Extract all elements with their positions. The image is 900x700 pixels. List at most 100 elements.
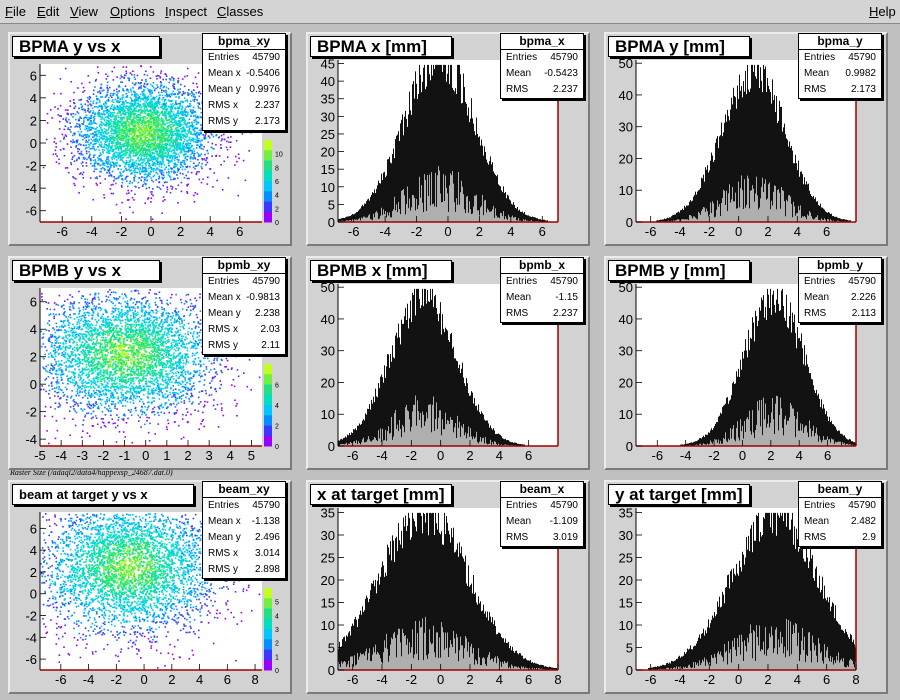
menu-edit[interactable]: Edit xyxy=(37,4,60,19)
menu-view[interactable]: View xyxy=(70,4,98,19)
heatmap-cell xyxy=(160,149,162,152)
heatmap-cell xyxy=(182,137,185,139)
heatmap-cell xyxy=(181,100,183,103)
heatmap-cell xyxy=(108,150,111,152)
heatmap-cell xyxy=(181,108,183,111)
heatmap-cell xyxy=(156,104,158,107)
histogram-bin xyxy=(442,72,443,202)
heatmap-cell xyxy=(170,150,173,153)
heatmap-cell xyxy=(150,116,153,119)
menu-classes[interactable]: Classes xyxy=(217,4,264,19)
heatmap-cell xyxy=(80,106,83,109)
heatmap-cell xyxy=(93,162,96,165)
heatmap-cell xyxy=(147,174,149,177)
heatmap-cell xyxy=(149,132,152,134)
heatmap-cell xyxy=(96,101,98,104)
heatmap-cell xyxy=(101,122,103,124)
heatmap-cell xyxy=(175,138,177,140)
root-canvas[interactable]: Raster Size (/adaql2/data4/happexsp_2468… xyxy=(0,24,900,700)
heatmap-cell xyxy=(152,144,155,146)
heatmap-cell xyxy=(200,129,202,132)
histogram-bin xyxy=(528,215,529,222)
heatmap-cell xyxy=(98,113,100,116)
heatmap-cell xyxy=(179,166,182,168)
heatmap-cell xyxy=(114,119,116,122)
heatmap-cell xyxy=(162,196,165,198)
heatmap-cell xyxy=(154,145,156,148)
histogram-bin xyxy=(465,102,466,214)
heatmap-cell xyxy=(139,138,142,141)
heatmap-cell xyxy=(149,127,151,129)
heatmap-cell xyxy=(69,122,71,124)
heatmap-cell xyxy=(129,130,132,132)
heatmap-cell xyxy=(145,166,147,168)
heatmap-cell xyxy=(206,149,209,152)
heatmap-cell xyxy=(110,174,112,177)
heatmap-cell xyxy=(50,109,52,111)
heatmap-cell xyxy=(135,122,137,124)
heatmap-cell xyxy=(158,145,161,147)
histogram-bin xyxy=(739,74,740,208)
heatmap-cell xyxy=(170,155,172,157)
pad-bpma_xy[interactable]: 0 2 4 6 8 10 -6 -4 -2 0 2 4 6 -6 -4 -2 0 2 4 6 BPMA y vs x bp… xyxy=(8,32,292,246)
heatmap-cell xyxy=(100,118,102,121)
histogram-bin xyxy=(722,136,723,198)
heatmap-cell xyxy=(181,126,184,129)
heatmap-cell xyxy=(139,135,142,138)
heatmap-cell xyxy=(104,114,106,116)
heatmap-cell xyxy=(117,149,120,151)
heatmap-cell xyxy=(186,75,189,77)
heatmap-cell xyxy=(190,131,193,134)
stats-row: Mean x -0.5406 xyxy=(203,66,285,82)
heatmap-cell xyxy=(133,135,135,137)
heatmap-cell xyxy=(103,137,106,140)
heatmap-cell xyxy=(241,133,244,135)
heatmap-cell xyxy=(130,147,133,149)
histogram-bin xyxy=(398,131,399,202)
heatmap-cell xyxy=(129,96,132,99)
heatmap-cell xyxy=(130,105,132,107)
heatmap-cell xyxy=(160,146,162,149)
heatmap-cell xyxy=(155,109,157,111)
menu-options[interactable]: Options xyxy=(110,4,155,19)
heatmap-cell xyxy=(138,151,140,153)
heatmap-cell xyxy=(134,97,137,99)
heatmap-cell xyxy=(139,129,142,132)
heatmap-cell xyxy=(186,158,188,161)
pad-bpma_y[interactable]: -6 -4 -2 0 2 4 6 0 10 20 30 40 50 BPMA y [mm] bpma_y En… xyxy=(604,32,888,246)
heatmap-cell xyxy=(102,137,104,140)
heatmap-cell xyxy=(153,109,156,111)
heatmap-cell xyxy=(158,129,161,131)
heatmap-cell xyxy=(196,99,198,101)
heatmap-cell xyxy=(173,165,175,167)
heatmap-cell xyxy=(98,101,101,104)
heatmap-cell xyxy=(190,111,193,114)
heatmap-cell xyxy=(170,117,173,119)
heatmap-cell xyxy=(152,117,154,119)
heatmap-cell xyxy=(152,158,155,161)
menu-file[interactable]: File xyxy=(5,4,26,19)
heatmap-cell xyxy=(132,110,135,113)
y-tick-label: 45 xyxy=(321,57,335,72)
heatmap-cell xyxy=(94,128,96,130)
heatmap-cell xyxy=(162,149,165,152)
heatmap-cell xyxy=(201,158,203,160)
heatmap-cell xyxy=(143,103,145,105)
menu-help[interactable]: Help xyxy=(869,4,896,19)
heatmap-cell xyxy=(171,136,173,139)
heatmap-cell xyxy=(109,139,112,141)
menu-inspect[interactable]: Inspect xyxy=(165,4,207,19)
heatmap-cell xyxy=(138,160,141,162)
heatmap-cell xyxy=(88,121,91,124)
heatmap-cell xyxy=(125,74,127,77)
heatmap-cell xyxy=(106,99,108,102)
histogram-bin xyxy=(368,198,369,216)
pad-bpma_x[interactable]: -6 -4 -2 0 2 4 6 0 5 10 15 20 25 30 35 40 45 BPMA x [mm] b… xyxy=(306,32,590,246)
histogram-bin xyxy=(396,135,397,205)
heatmap-cell xyxy=(170,128,172,131)
heatmap-cell xyxy=(87,136,90,138)
heatmap-cell xyxy=(94,106,96,108)
heatmap-cell xyxy=(121,154,123,156)
heatmap-cell xyxy=(172,122,174,124)
heatmap-cell xyxy=(209,168,211,170)
